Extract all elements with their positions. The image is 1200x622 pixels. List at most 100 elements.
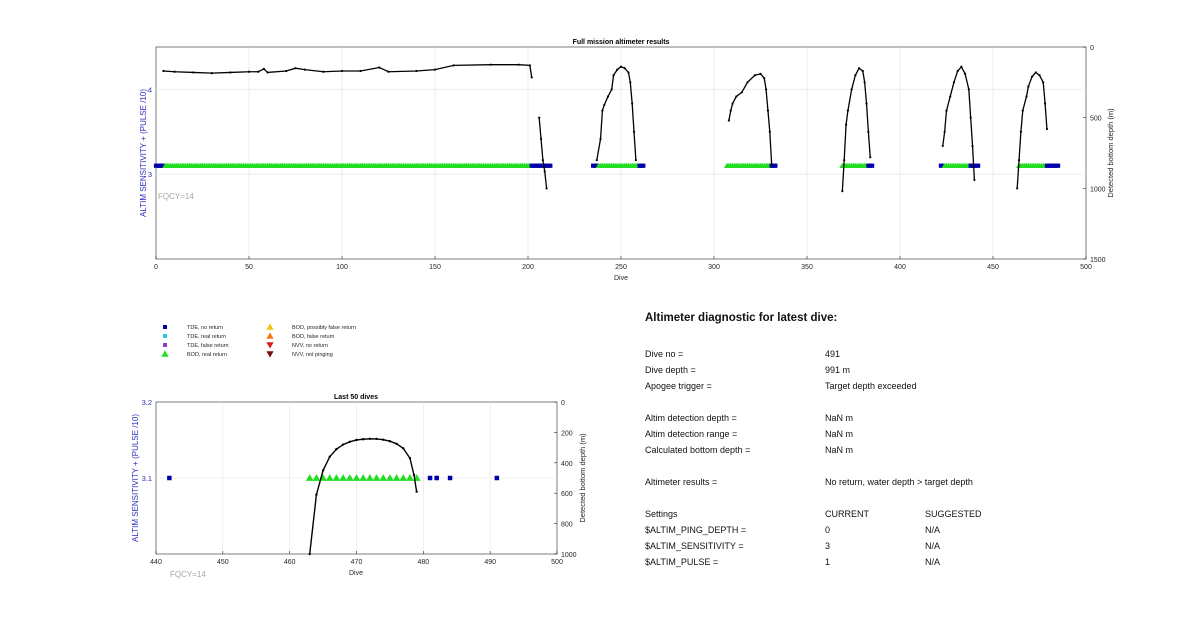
main-depth-point: [746, 81, 749, 84]
main-depth-point: [294, 67, 297, 70]
main-depth-point: [846, 109, 850, 112]
main-depth-point: [322, 70, 325, 73]
setting-current: 1: [825, 557, 831, 567]
main-depth-series-line: [728, 73, 773, 165]
main-depth-point: [857, 67, 861, 70]
zoom-depth-line: [308, 437, 418, 556]
main-depth-series-line: [596, 66, 637, 161]
main-depth-point: [266, 71, 269, 74]
main-depth-point: [303, 68, 306, 71]
main-depth-point: [601, 109, 604, 112]
main-depth-point: [952, 81, 956, 84]
main-depth-point: [632, 130, 636, 133]
main-depth-point: [229, 71, 232, 74]
main-depth-point: [850, 88, 853, 91]
apogee-label: Apogee trigger =: [645, 381, 712, 391]
legend: TDE, no return TDE, real return TDE, false…: [161, 323, 356, 358]
main-depth-series-line: [1016, 71, 1048, 189]
main-x-tick-label: 250: [615, 264, 627, 271]
zoom-depth-point: [355, 438, 358, 442]
main-depth-point: [517, 63, 520, 66]
zoom-x-tick-label: 450: [217, 559, 229, 566]
main-depth-point: [606, 95, 610, 98]
zoom-chart: Last 50 dives 440 450 460 470 480 490 500 Dive…: [131, 394, 587, 579]
main-depth-point: [735, 95, 738, 98]
main-depth-point: [969, 116, 972, 119]
main-depth-point: [1027, 85, 1030, 88]
main-depth-point: [943, 130, 946, 133]
zoom-right-tick-label: 400: [561, 461, 573, 468]
main-depth-series-line: [538, 117, 548, 189]
results-value: No return, water depth > target depth: [825, 477, 973, 487]
main-x-tick-label: 300: [708, 264, 720, 271]
main-depth-point: [843, 158, 846, 162]
legend-triangle-up-marker: [161, 350, 169, 357]
main-depth-point: [731, 102, 734, 105]
main-depth-point: [541, 158, 544, 162]
row-detection-depth: Altim detection depth = NaN m: [645, 410, 1165, 426]
legend-label: BOD, real return: [187, 352, 227, 358]
main-title: Full mission altimeter results: [573, 39, 670, 46]
zoom-tde-marker: [494, 475, 500, 481]
row-altimeter-results: Altimeter results = No return, water dept…: [645, 474, 1165, 490]
main-right-ticks: 0 500 1000 1500: [1083, 45, 1106, 264]
row-detection-range: Altim detection range = NaN m: [645, 426, 1165, 442]
main-depth-point: [956, 69, 959, 73]
zoom-left-axis-label: ALTIM SENSITIVITY + (PULSE /10): [131, 414, 140, 542]
zoom-depth-point: [361, 438, 365, 441]
main-depth-point: [173, 70, 176, 73]
setting-row: $ALTIM_PULSE = 1 N/A: [645, 554, 1165, 570]
main-depth-point: [763, 76, 766, 80]
legend-label: TDE, no return: [187, 325, 223, 331]
legend-label: NVV, not pinging: [292, 352, 333, 358]
main-depth-point: [1042, 81, 1045, 84]
main-right-axis-label: Detected bottom depth (m): [1106, 108, 1115, 198]
legend-triangle-up-marker: [266, 332, 274, 339]
setting-current: 0: [825, 525, 831, 535]
zoom-tde-marker: [434, 475, 439, 481]
bottom-depth-value: NaN m: [825, 445, 854, 455]
main-right-tick-label: 1500: [1090, 257, 1106, 264]
main-depth-point: [945, 109, 948, 112]
main-depth-point: [595, 158, 598, 162]
main-x-tick-label: 400: [894, 264, 906, 271]
zoom-bod-marker: [406, 474, 414, 481]
bottom-depth-label: Calculated bottom depth =: [645, 445, 751, 455]
main-depth-point: [1025, 95, 1028, 98]
zoom-depth-point: [348, 440, 352, 444]
zoom-depth-point: [402, 447, 405, 450]
main-depth-point: [759, 72, 762, 75]
setting-name: $ALTIM_SENSITIVITY =: [645, 541, 744, 551]
zoom-depth-series-line: [309, 438, 418, 555]
main-depth-series-line: [942, 65, 976, 180]
main-depth-point: [844, 123, 848, 126]
legend-label: BOD, false return: [292, 334, 335, 340]
main-depth-point: [340, 69, 344, 73]
main-depth-point: [766, 109, 770, 112]
zoom-bod-marker: [312, 474, 321, 481]
zoom-tde-marker: [167, 475, 172, 481]
row-apogee: Apogee trigger = Target depth exceeded: [645, 378, 1165, 394]
main-depth-point: [415, 69, 418, 73]
detection-depth-label: Altim detection depth =: [645, 413, 737, 423]
main-depth-point: [359, 69, 362, 73]
main-x-tick-label: 350: [801, 264, 813, 271]
main-tde-marker: [976, 163, 981, 168]
main-depth-point: [973, 178, 976, 181]
setting-suggested: N/A: [925, 541, 941, 551]
main-depth-point: [861, 69, 864, 73]
zoom-tde-marker: [427, 475, 433, 481]
zoom-bod-marker: [379, 474, 388, 481]
main-tde-marker: [940, 163, 945, 168]
legend-square-marker: [163, 343, 167, 347]
zoom-depth-point: [412, 473, 416, 477]
main-depth-point: [854, 74, 857, 77]
legend-square-marker: [163, 325, 167, 329]
main-depth-point: [433, 68, 437, 71]
zoom-bod-marker: [399, 474, 408, 481]
detection-range-value: NaN m: [825, 429, 854, 439]
zoom-bod-marker: [325, 474, 334, 481]
main-depth-point: [1017, 158, 1021, 162]
apogee-value: Target depth exceeded: [825, 381, 917, 391]
